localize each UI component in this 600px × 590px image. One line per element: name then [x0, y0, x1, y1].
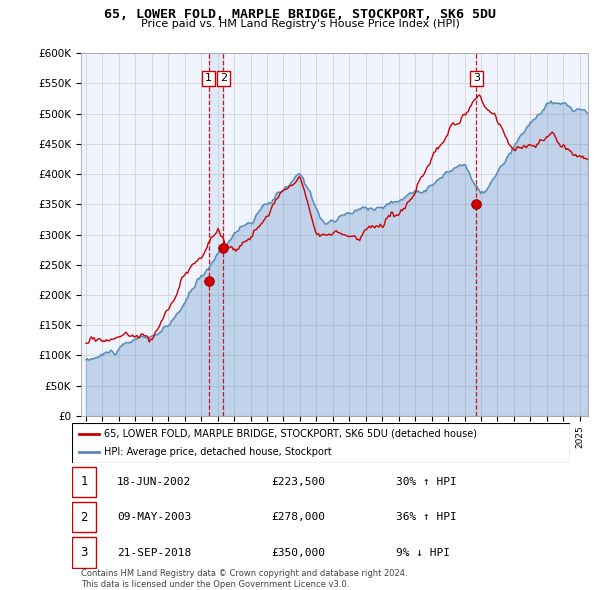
Text: Contains HM Land Registry data © Crown copyright and database right 2024.
This d: Contains HM Land Registry data © Crown c…	[81, 569, 407, 589]
Text: 2: 2	[80, 510, 88, 524]
Text: HPI: Average price, detached house, Stockport: HPI: Average price, detached house, Stoc…	[104, 447, 332, 457]
Text: 1: 1	[205, 74, 212, 84]
Text: 65, LOWER FOLD, MARPLE BRIDGE, STOCKPORT, SK6 5DU (detached house): 65, LOWER FOLD, MARPLE BRIDGE, STOCKPORT…	[104, 429, 478, 439]
Text: £350,000: £350,000	[271, 548, 325, 558]
Text: 3: 3	[473, 74, 480, 84]
Text: 65, LOWER FOLD, MARPLE BRIDGE, STOCKPORT, SK6 5DU: 65, LOWER FOLD, MARPLE BRIDGE, STOCKPORT…	[104, 8, 496, 21]
Text: 36% ↑ HPI: 36% ↑ HPI	[396, 512, 457, 522]
Text: 1: 1	[80, 475, 88, 489]
Point	[204, 276, 214, 286]
Text: £223,500: £223,500	[271, 477, 325, 487]
Bar	[72, 537, 96, 568]
Text: Price paid vs. HM Land Registry's House Price Index (HPI): Price paid vs. HM Land Registry's House …	[140, 19, 460, 30]
Text: 2: 2	[220, 74, 227, 84]
Bar	[72, 467, 96, 497]
Text: £278,000: £278,000	[271, 512, 325, 522]
Point	[218, 243, 228, 253]
Text: 3: 3	[80, 546, 88, 559]
Text: 09-MAY-2003: 09-MAY-2003	[117, 512, 191, 522]
Point	[472, 199, 481, 209]
Text: 9% ↓ HPI: 9% ↓ HPI	[396, 548, 450, 558]
Text: 18-JUN-2002: 18-JUN-2002	[117, 477, 191, 487]
Bar	[72, 502, 96, 532]
Bar	[209, 53, 223, 416]
Text: 21-SEP-2018: 21-SEP-2018	[117, 548, 191, 558]
Text: 30% ↑ HPI: 30% ↑ HPI	[396, 477, 457, 487]
